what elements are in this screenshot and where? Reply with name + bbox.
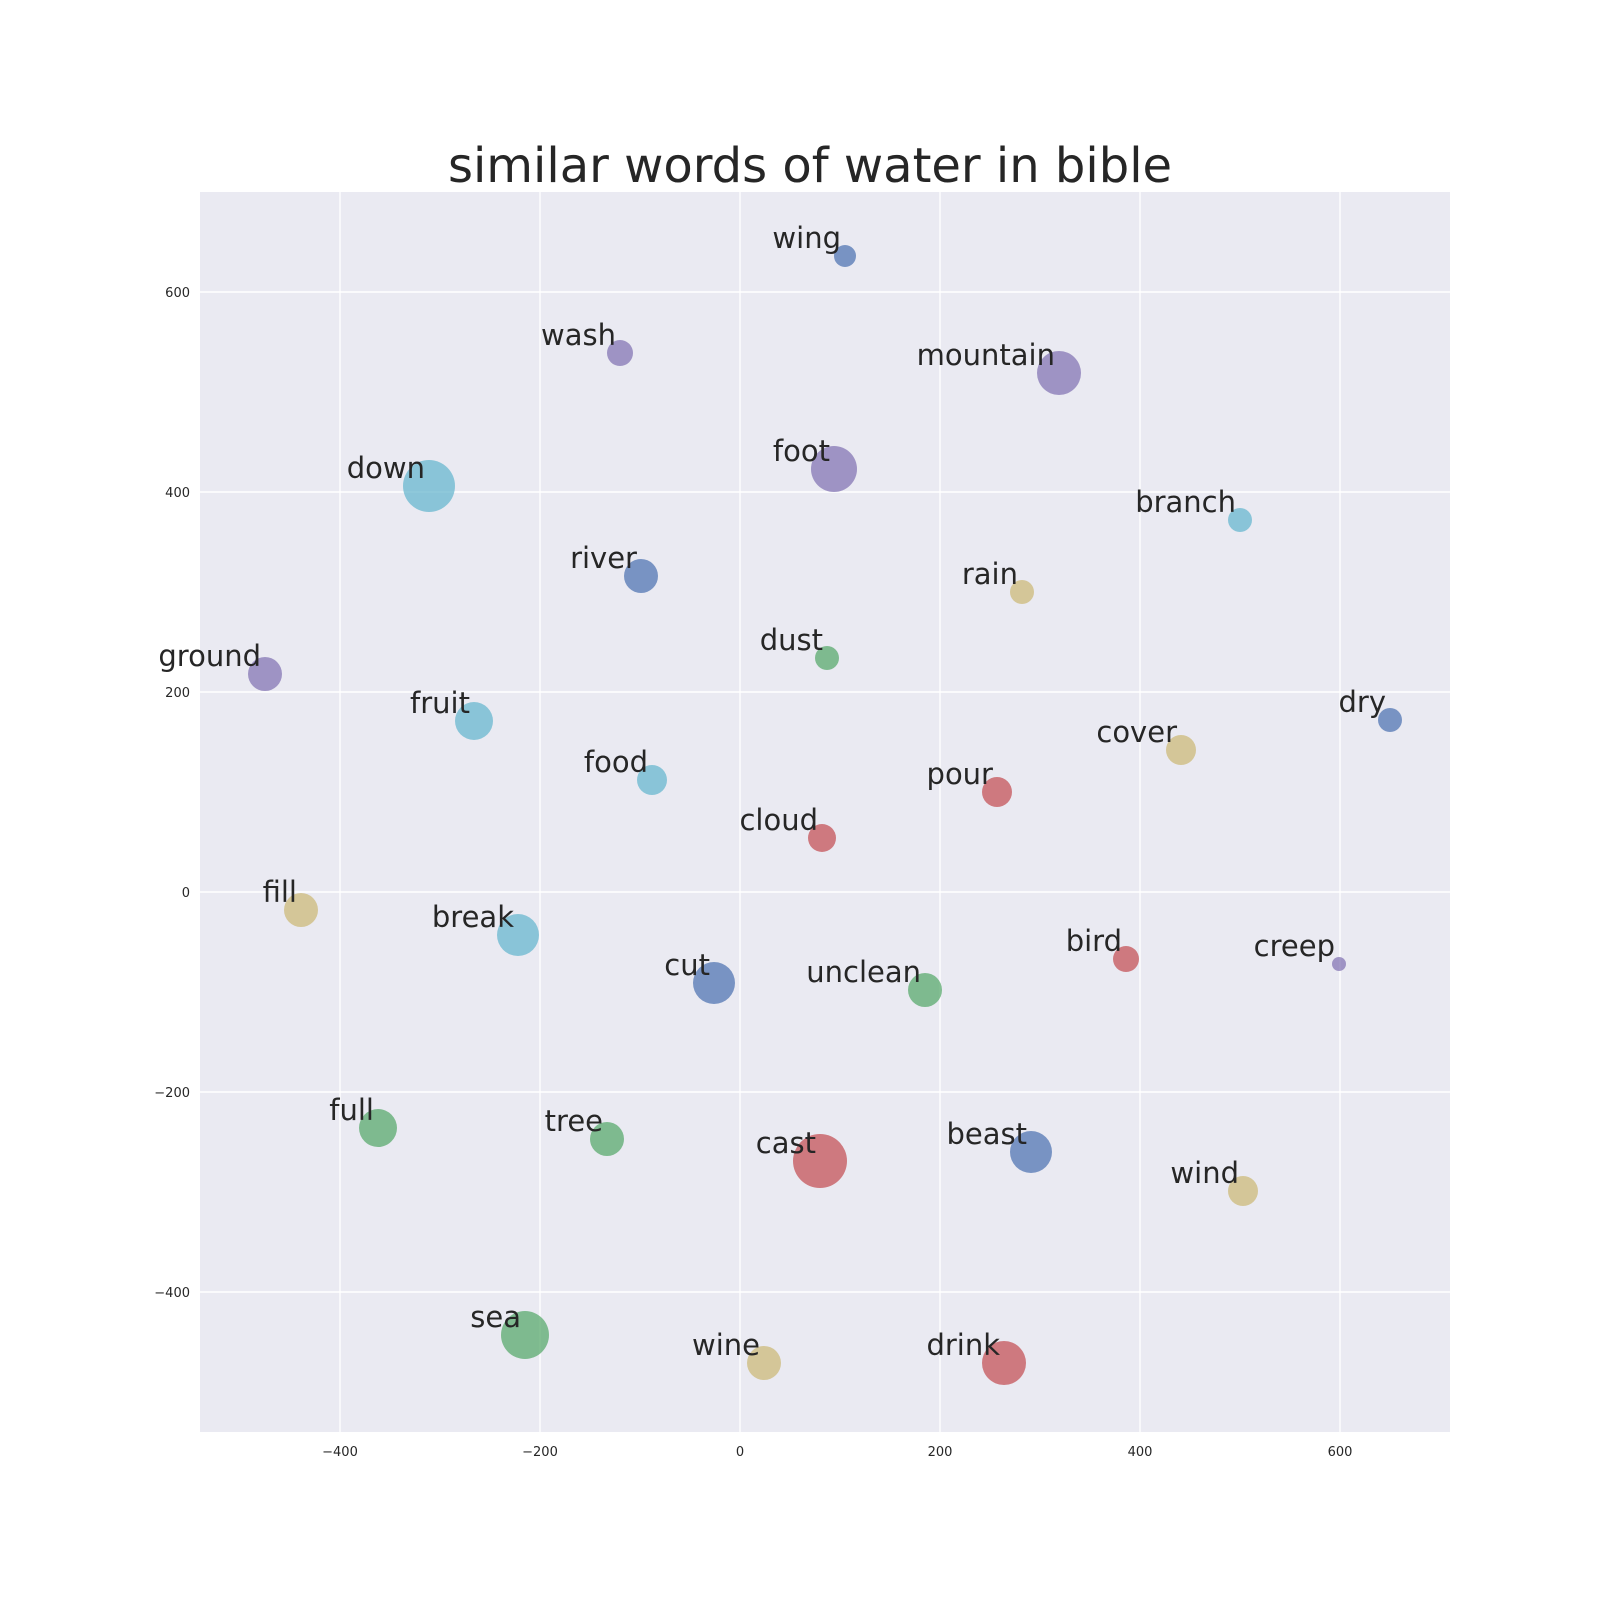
data-point-wash	[607, 340, 633, 366]
data-point-cover	[1166, 735, 1196, 765]
y-tick-label: −400	[154, 1286, 190, 1301]
plot-area	[200, 192, 1450, 1432]
point-label-full: full	[329, 1093, 374, 1127]
data-point-wind	[1228, 1176, 1258, 1206]
data-point-creep	[1332, 957, 1346, 971]
point-label-beast: beast	[946, 1117, 1027, 1151]
x-tick-label: 400	[1128, 1445, 1153, 1460]
data-point-wine	[747, 1346, 781, 1380]
point-label-wine: wine	[692, 1328, 760, 1362]
point-label-cloud: cloud	[739, 803, 818, 837]
point-label-cut: cut	[664, 948, 710, 982]
data-point-beast	[1010, 1131, 1052, 1173]
point-label-rain: rain	[962, 557, 1018, 591]
point-label-unclean: unclean	[806, 955, 921, 989]
x-tick-label: 600	[1328, 1445, 1353, 1460]
point-label-food: food	[584, 745, 648, 779]
data-point-cut	[693, 962, 735, 1004]
y-tick-label: 400	[165, 486, 190, 501]
point-label-branch: branch	[1135, 485, 1236, 519]
point-label-dry: dry	[1339, 685, 1387, 719]
point-label-pour: pour	[927, 757, 994, 791]
point-label-break: break	[432, 900, 514, 934]
data-point-foot	[811, 446, 857, 492]
data-point-fruit	[455, 702, 493, 740]
point-labels: wing wash mountain foot down branch river rain d…	[158, 221, 1386, 1362]
x-tick-label: 200	[928, 1445, 953, 1460]
data-point-pour	[982, 777, 1012, 807]
x-tick-label: −200	[522, 1445, 558, 1460]
data-point-full	[359, 1109, 397, 1147]
data-point-drink	[982, 1341, 1026, 1385]
x-tick-label: −400	[322, 1445, 358, 1460]
data-point-dust	[815, 646, 839, 670]
point-label-down: down	[347, 451, 425, 485]
x-tick-label: 0	[736, 1445, 744, 1460]
point-label-mountain: mountain	[917, 338, 1055, 372]
point-label-fill: fill	[263, 875, 297, 909]
point-label-cover: cover	[1096, 715, 1177, 749]
point-label-wash: wash	[541, 318, 616, 352]
y-tick-label: 200	[165, 686, 190, 701]
y-tick-label: 600	[165, 286, 190, 301]
point-label-cast: cast	[756, 1126, 816, 1160]
data-points	[248, 245, 1402, 1385]
data-point-food	[637, 765, 667, 795]
point-label-wing: wing	[772, 221, 841, 255]
data-point-cast	[793, 1134, 847, 1188]
point-label-wind: wind	[1170, 1156, 1239, 1190]
point-label-sea: sea	[470, 1300, 521, 1334]
data-point-unclean	[908, 973, 942, 1007]
point-label-tree: tree	[545, 1104, 603, 1138]
point-label-river: river	[570, 541, 637, 575]
data-point-down	[403, 460, 455, 512]
data-point-sea	[501, 1311, 549, 1359]
data-point-ground	[248, 657, 282, 691]
data-point-tree	[590, 1122, 624, 1156]
point-label-drink: drink	[926, 1328, 1000, 1362]
y-tick-label: 0	[182, 886, 190, 901]
point-label-ground: ground	[158, 639, 261, 673]
data-point-bird	[1113, 946, 1139, 972]
y-tick-label: −200	[154, 1086, 190, 1101]
data-point-river	[624, 559, 658, 593]
data-point-break	[497, 914, 539, 956]
point-label-bird: bird	[1066, 924, 1122, 958]
point-label-fruit: fruit	[410, 686, 470, 720]
chart-title: similar words of water in bible	[448, 138, 1172, 194]
data-point-mountain	[1037, 351, 1081, 395]
data-point-dry	[1378, 708, 1402, 732]
data-point-fill	[284, 893, 318, 927]
axis-ticks: −400 −200 0 200 400 600 −400 −200 0 200 400 600	[154, 286, 1352, 1460]
data-point-branch	[1228, 508, 1252, 532]
data-point-rain	[1010, 580, 1034, 604]
point-label-creep: creep	[1254, 929, 1335, 963]
data-point-wing	[834, 245, 856, 267]
point-label-foot: foot	[773, 434, 830, 468]
point-label-dust: dust	[760, 623, 823, 657]
data-point-cloud	[808, 824, 836, 852]
